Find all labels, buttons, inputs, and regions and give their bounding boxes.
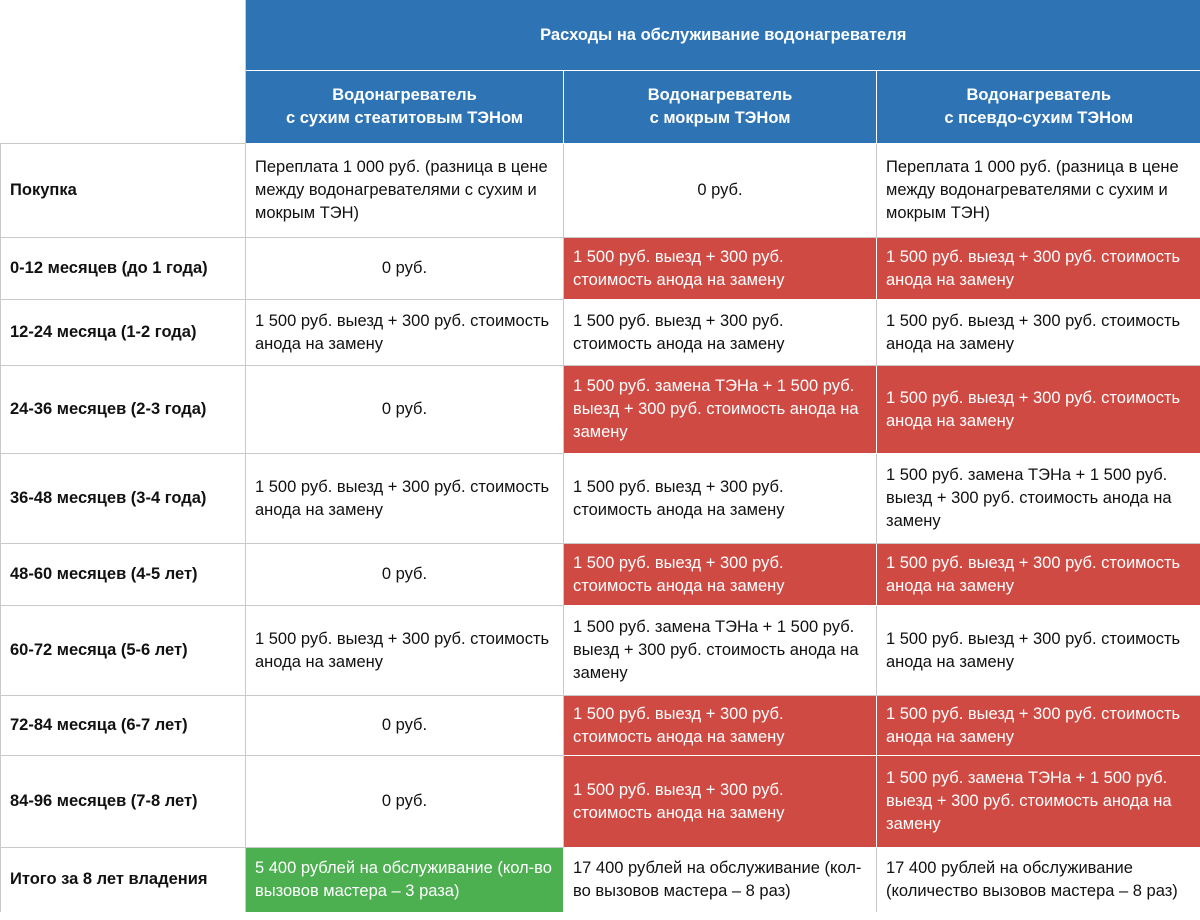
table-title-row: Расходы на обслуживание водонагревателя (0, 0, 1200, 144)
column-header-wet: Водонагреватель с мокрым ТЭНом (563, 70, 877, 144)
cost-cell: 0 руб. (245, 237, 564, 300)
row-label: 84-96 месяцев (7-8 лет) (0, 755, 246, 848)
cost-cell: 17 400 рублей на обслуживание (кол-во вы… (563, 847, 877, 912)
cost-cell: 1 500 руб. выезд + 300 руб. стоимость ан… (876, 237, 1200, 300)
cost-cell: 1 500 руб. выезд + 300 руб. стоимость ан… (245, 605, 564, 696)
corner-cell (0, 0, 246, 144)
cost-cell: 1 500 руб. выезд + 300 руб. стоимость ан… (876, 605, 1200, 696)
cost-cell: 1 500 руб. выезд + 300 руб. стоимость ан… (876, 365, 1200, 454)
cost-cell: Переплата 1 000 руб. (разница в цене меж… (876, 143, 1200, 238)
row-label: 24-36 месяцев (2-3 года) (0, 365, 246, 454)
column-header-dry-steatite: Водонагреватель с сухим стеатитовым ТЭНо… (245, 70, 564, 144)
column-header-label: Водонагреватель с сухим стеатитовым ТЭНо… (285, 86, 524, 127)
column-header-label: Водонагреватель с мокрым ТЭНом (647, 86, 793, 127)
cost-cell: 1 500 руб. выезд + 300 руб. стоимость ан… (563, 543, 877, 606)
row-label: Покупка (0, 143, 246, 238)
table-title: Расходы на обслуживание водонагревателя (245, 0, 1200, 71)
cost-cell: 0 руб. (563, 143, 877, 238)
cost-cell: 1 500 руб. выезд + 300 руб. стоимость ан… (876, 543, 1200, 606)
table-row: 0-12 месяцев (до 1 года) 0 руб. 1 500 руб.… (0, 237, 1200, 300)
row-label: 36-48 месяцев (3-4 года) (0, 453, 246, 544)
cost-cell: 1 500 руб. выезд + 300 руб. стоимость ан… (563, 755, 877, 848)
table-row: Покупка Переплата 1 000 руб. (разница в ц… (0, 143, 1200, 238)
cost-cell: 0 руб. (245, 543, 564, 606)
cost-cell: 17 400 рублей на обслуживание (количеств… (876, 847, 1200, 912)
cost-cell: 1 500 руб. выезд + 300 руб. стоимость ан… (563, 299, 877, 366)
cost-cell: 1 500 руб. замена ТЭНа + 1 500 руб. выез… (563, 605, 877, 696)
cost-cell: 1 500 руб. выезд + 300 руб. стоимость ан… (245, 299, 564, 366)
cost-cell: 1 500 руб. замена ТЭНа + 1 500 руб. выез… (563, 365, 877, 454)
cost-cell: 1 500 руб. замена ТЭНа + 1 500 руб. выез… (876, 453, 1200, 544)
cost-cell: 0 руб. (245, 695, 564, 756)
table-row: 48-60 месяцев (4-5 лет) 0 руб. 1 500 руб. … (0, 543, 1200, 606)
row-label: 0-12 месяцев (до 1 года) (0, 237, 246, 300)
row-label: 48-60 месяцев (4-5 лет) (0, 543, 246, 606)
cost-cell: 1 500 руб. выезд + 300 руб. стоимость ан… (563, 453, 877, 544)
column-header-pseudo-dry: Водонагреватель с псевдо-сухим ТЭНом (876, 70, 1200, 144)
row-label: 60-72 месяца (5-6 лет) (0, 605, 246, 696)
cost-cell: Переплата 1 000 руб. (разница в цене меж… (245, 143, 564, 238)
table-row: 72-84 месяца (6-7 лет) 0 руб. 1 500 руб. в… (0, 695, 1200, 756)
cost-cell: 5 400 рублей на обслуживание (кол-во выз… (245, 847, 564, 912)
cost-cell: 1 500 руб. выезд + 300 руб. стоимость ан… (245, 453, 564, 544)
row-label: 72-84 месяца (6-7 лет) (0, 695, 246, 756)
table-body: Покупка Переплата 1 000 руб. (разница в ц… (0, 143, 1200, 912)
table-row: 84-96 месяцев (7-8 лет) 0 руб. 1 500 руб. … (0, 755, 1200, 848)
row-label: Итого за 8 лет владения (0, 847, 246, 912)
cost-cell: 0 руб. (245, 365, 564, 454)
table-row: Итого за 8 лет владения 5 400 рублей на о… (0, 847, 1200, 912)
cost-cell: 1 500 руб. выезд + 300 руб. стоимость ан… (876, 695, 1200, 756)
table-row: 24-36 месяцев (2-3 года) 0 руб. 1 500 руб.… (0, 365, 1200, 454)
column-header-row: Водонагреватель с сухим стеатитовым ТЭНо… (1, 70, 1200, 144)
cost-cell: 0 руб. (245, 755, 564, 848)
cost-cell: 1 500 руб. выезд + 300 руб. стоимость ан… (563, 695, 877, 756)
cost-cell: 1 500 руб. выезд + 300 руб. стоимость ан… (563, 237, 877, 300)
table-row: 12-24 месяца (1-2 года) 1 500 руб. выезд … (0, 299, 1200, 366)
table-row: 36-48 месяцев (3-4 года) 1 500 руб. выезд… (0, 453, 1200, 544)
column-header-label: Водонагреватель с псевдо-сухим ТЭНом (944, 86, 1134, 127)
cost-cell: 1 500 руб. выезд + 300 руб. стоимость ан… (876, 299, 1200, 366)
cost-cell: 1 500 руб. замена ТЭНа + 1 500 руб. выез… (876, 755, 1200, 848)
table-row: 60-72 месяца (5-6 лет) 1 500 руб. выезд +… (0, 605, 1200, 696)
row-label: 12-24 месяца (1-2 года) (0, 299, 246, 366)
